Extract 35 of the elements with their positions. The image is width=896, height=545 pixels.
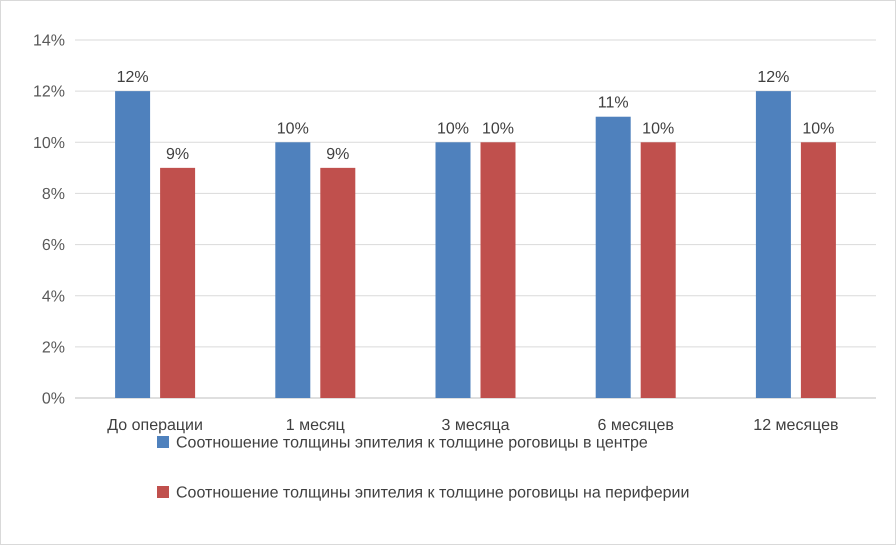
y-tick-label: 8% <box>42 186 65 204</box>
x-tick-label: 1 месяц <box>286 417 345 434</box>
data-label: 12% <box>757 69 790 86</box>
bar <box>596 116 631 398</box>
y-tick-label: 2% <box>42 339 65 356</box>
data-label: 11% <box>598 94 629 112</box>
y-tick-label: 6% <box>42 237 65 254</box>
bar <box>756 91 791 398</box>
bar <box>160 168 196 398</box>
data-label: 10% <box>802 120 834 138</box>
data-label: 10% <box>276 120 309 138</box>
y-tick-label: 10% <box>32 134 65 152</box>
data-label: 12% <box>116 69 149 86</box>
bar <box>436 142 470 398</box>
data-label: 10% <box>436 120 470 138</box>
bar <box>800 142 836 398</box>
data-label: 9% <box>166 146 190 163</box>
bar <box>640 142 676 398</box>
bar <box>320 168 356 398</box>
bar <box>115 91 150 398</box>
y-tick-label: 4% <box>42 288 65 306</box>
bar <box>275 142 310 398</box>
legend-label: Соотношение толщины эпителия к толщине роговицы в центре <box>176 434 648 452</box>
bar <box>480 142 516 398</box>
y-tick-label: 0% <box>42 390 65 408</box>
data-label: 10% <box>642 120 674 138</box>
x-tick-label: 3 месяца <box>442 417 510 434</box>
x-tick-label: 6 месяцев <box>598 417 674 434</box>
data-label: 10% <box>482 120 514 138</box>
legend-label: Соотношение толщины эпителия к толщине роговицы на периферии <box>176 484 690 502</box>
x-tick-label: До операции <box>107 417 203 434</box>
data-label: 9% <box>326 146 350 163</box>
y-tick-label: 12% <box>32 84 65 101</box>
y-tick-label: 14% <box>32 32 65 50</box>
x-tick-label: 12 месяцев <box>753 417 838 434</box>
